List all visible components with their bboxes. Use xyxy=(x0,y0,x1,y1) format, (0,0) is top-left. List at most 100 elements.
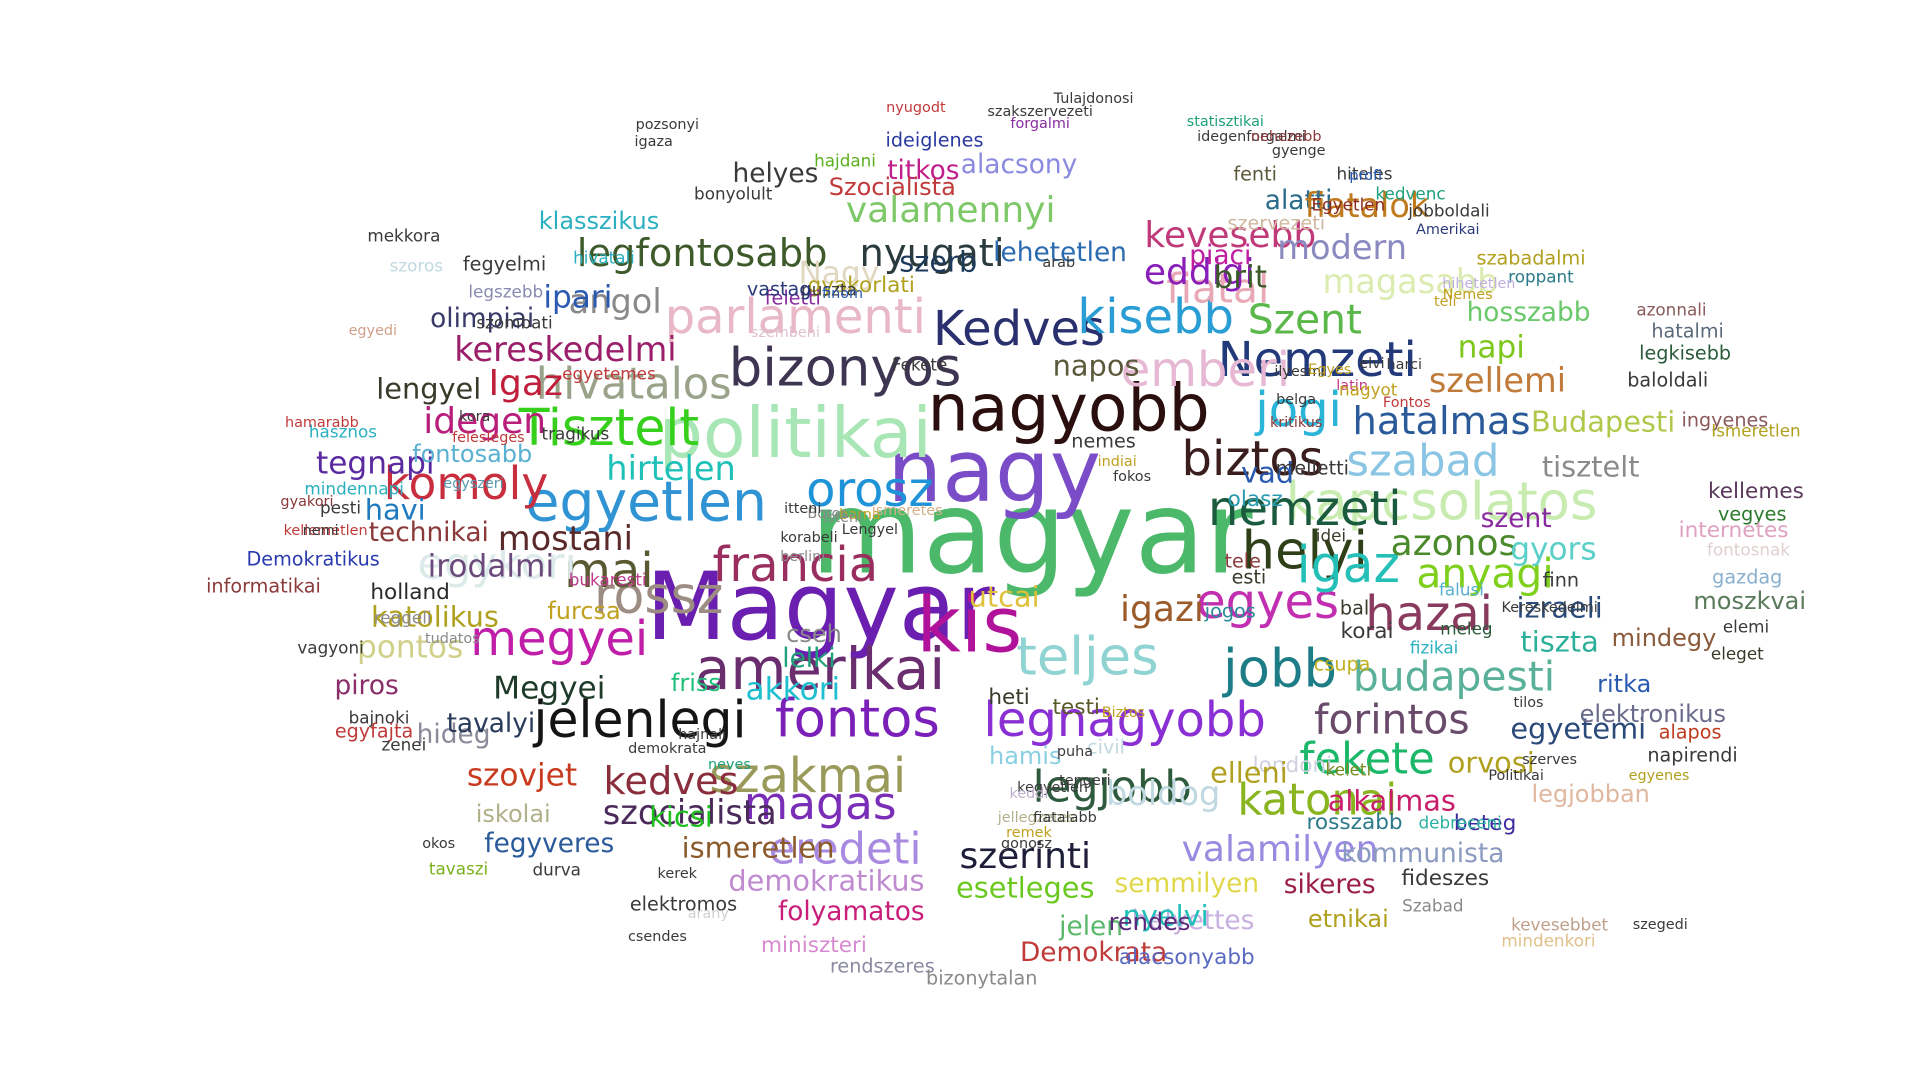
cloud-word: brit xyxy=(1213,259,1267,296)
cloud-word: utcai xyxy=(968,579,1040,614)
cloud-word: barna xyxy=(839,506,881,523)
cloud-word: szabad xyxy=(1346,436,1500,487)
cloud-word: fideszes xyxy=(1401,866,1490,892)
cloud-word: gazdag xyxy=(1712,565,1783,589)
cloud-word: helyi xyxy=(1241,521,1369,583)
cloud-word: remek xyxy=(1006,824,1052,841)
cloud-word: jellegzetes xyxy=(997,809,1076,826)
cloud-word: Nemes xyxy=(1442,287,1493,304)
cloud-word: fenti xyxy=(1233,162,1277,186)
cloud-word: hatalmi xyxy=(1651,319,1724,343)
cloud-word: ingyenes xyxy=(1681,407,1769,431)
cloud-word: izraeli xyxy=(1516,590,1603,625)
cloud-word: feletti xyxy=(764,286,821,310)
cloud-word: neves xyxy=(708,756,751,773)
cloud-word: debreceni xyxy=(1418,812,1502,833)
cloud-word: pesti xyxy=(320,497,361,518)
cloud-word: tudatos xyxy=(425,631,480,648)
cloud-word: falusi xyxy=(1438,579,1484,600)
cloud-word: hihetetlen xyxy=(1442,276,1516,293)
cloud-word: latin xyxy=(1336,377,1368,394)
cloud-word: idegenforgalmi xyxy=(1197,128,1306,145)
cloud-word: egyetemes xyxy=(562,363,656,384)
cloud-word: statisztikai xyxy=(1186,113,1264,130)
cloud-word: szerb xyxy=(899,244,978,279)
cloud-word: lehetetlen xyxy=(993,237,1127,269)
cloud-word: Budapesti xyxy=(1530,404,1676,439)
cloud-word: Biztos xyxy=(1101,704,1146,721)
cloud-word: fontosnak xyxy=(1706,539,1791,560)
cloud-word: iskolai xyxy=(475,800,551,829)
cloud-word: finom xyxy=(822,286,864,302)
cloud-word: technikai xyxy=(368,516,489,548)
cloud-word: azonos xyxy=(1390,522,1518,564)
cloud-word: amerikai xyxy=(695,636,946,704)
cloud-word: vastag xyxy=(746,277,812,301)
cloud-word: fizikai xyxy=(1409,637,1459,658)
cloud-word: fokos xyxy=(1113,468,1152,485)
cloud-word: ilyesmi xyxy=(1274,364,1326,381)
cloud-word: havi xyxy=(364,492,426,527)
cloud-word: Fontos xyxy=(1382,395,1431,412)
cloud-word: Kedves xyxy=(933,300,1106,357)
cloud-word: baloldali xyxy=(1627,368,1709,392)
cloud-word: nagyobb xyxy=(927,371,1210,447)
cloud-word: szakmai xyxy=(709,747,907,804)
cloud-word: fontos xyxy=(775,688,940,750)
cloud-word: ipari xyxy=(543,279,613,316)
cloud-word: mai xyxy=(564,543,654,600)
cloud-word: pontos xyxy=(356,629,464,666)
cloud-word: hamarabb xyxy=(284,415,359,432)
cloud-word: hajnali xyxy=(678,726,727,743)
cloud-word: egykori xyxy=(417,539,577,590)
cloud-word: parlamenti xyxy=(664,288,926,345)
cloud-word: igaz xyxy=(1296,534,1401,594)
cloud-word: igaza xyxy=(634,133,673,150)
cloud-word: legkisebb xyxy=(1639,340,1732,364)
cloud-word: arab xyxy=(1042,254,1076,271)
cloud-word: orosz xyxy=(806,462,934,519)
cloud-word: semmilyen xyxy=(1114,867,1260,899)
cloud-word: itteni xyxy=(784,500,822,517)
cloud-word: napirendi xyxy=(1647,743,1738,767)
cloud-word: emberi xyxy=(1120,341,1291,398)
cloud-word: katonai xyxy=(1237,775,1398,826)
cloud-word: Szent xyxy=(1247,295,1362,344)
cloud-word: hamis xyxy=(989,742,1062,770)
cloud-word: legjobban xyxy=(1531,780,1650,809)
cloud-word: nehezebb xyxy=(1250,128,1322,145)
cloud-word: vegyes xyxy=(1717,502,1787,526)
cloud-word: elemi xyxy=(1722,616,1770,637)
cloud-word: szoros xyxy=(389,255,443,276)
cloud-word: felesleges xyxy=(452,430,525,446)
cloud-word: katolikus xyxy=(371,599,499,634)
cloud-word: bizonyos xyxy=(728,337,962,399)
cloud-word: jelen xyxy=(1059,911,1124,943)
cloud-word: Lengyel xyxy=(841,521,899,538)
cloud-word: indiai xyxy=(1097,453,1137,470)
cloud-word: egyenes xyxy=(1628,767,1690,784)
cloud-word: miniszteri xyxy=(761,933,867,959)
cloud-word: politikai xyxy=(658,393,932,475)
cloud-word: azonnali xyxy=(1636,299,1707,320)
cloud-word: megyei xyxy=(470,611,649,668)
cloud-word: profi xyxy=(1349,168,1383,185)
cloud-word: demokratikus xyxy=(728,863,925,898)
cloud-word: kora xyxy=(459,408,491,425)
cloud-word: rendes xyxy=(1108,908,1191,937)
cloud-word: helyettes xyxy=(1131,904,1255,936)
cloud-word: szent xyxy=(1480,502,1552,534)
cloud-word: Demokratikus xyxy=(246,547,380,571)
cloud-word: Magyar xyxy=(645,553,995,663)
cloud-word: mindegy xyxy=(1611,624,1717,653)
cloud-word: egyes xyxy=(1196,574,1340,631)
cloud-word: anyagi xyxy=(1416,549,1554,598)
cloud-word: csupa xyxy=(1313,652,1371,676)
cloud-word: forgalmi xyxy=(1010,115,1070,132)
cloud-word: londoni xyxy=(1252,753,1333,779)
cloud-word: rosszabb xyxy=(1306,810,1403,836)
cloud-word: Kereskedelmi xyxy=(1501,600,1598,617)
cloud-word: irodalmi xyxy=(427,548,555,585)
cloud-word: tavalyi xyxy=(446,707,536,739)
cloud-word: ideiglenes xyxy=(885,128,984,152)
